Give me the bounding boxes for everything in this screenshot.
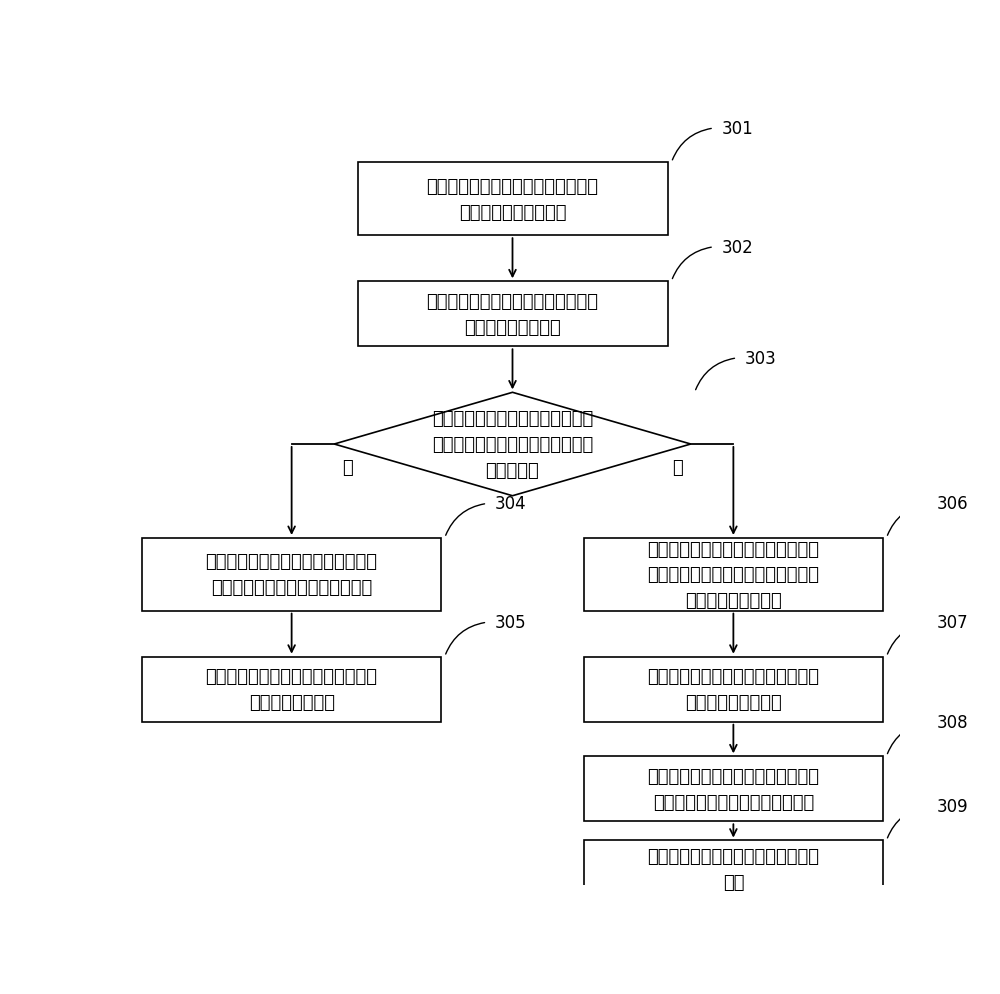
Text: 将当前专家跟踪器输出的跟踪位置确
定为目标对象在当前帧的最佳位置: 将当前专家跟踪器输出的跟踪位置确 定为目标对象在当前帧的最佳位置 [206,553,378,596]
Bar [142,539,441,611]
Text: 使用最佳专家跟踪器替换当前专家跟
踪器: 使用最佳专家跟踪器替换当前专家跟 踪器 [647,848,819,892]
Polygon shape [334,393,691,496]
Text: 301: 301 [722,120,754,138]
Text: 307: 307 [937,613,968,631]
Text: 303: 303 [745,350,777,368]
FancyArrowPatch shape [887,623,926,654]
Bar [584,756,883,821]
Text: 302: 302 [722,239,754,256]
Text: 305: 305 [495,613,527,631]
Bar [584,841,883,898]
FancyArrowPatch shape [446,504,485,536]
Text: 计算当前跟踪器和至少一个历史专家
跟踪器的跟踪得分: 计算当前跟踪器和至少一个历史专家 跟踪器的跟踪得分 [206,668,378,712]
Text: 判断当前专家跟踪器以及至少一个
历史专家跟踪器分别输出的跟踪位
置是否一致: 判断当前专家跟踪器以及至少一个 历史专家跟踪器分别输出的跟踪位 置是否一致 [432,410,593,479]
FancyArrowPatch shape [887,807,926,838]
Text: 306: 306 [937,495,968,513]
Bar [584,657,883,722]
Text: 计算当前专家跟踪器和至少一个历史
专家跟踪器在包括当前帧的预设时间
段内的累计跟踪得分: 计算当前专家跟踪器和至少一个历史 专家跟踪器在包括当前帧的预设时间 段内的累计跟… [647,540,819,609]
FancyArrowPatch shape [672,248,711,279]
Text: 是: 是 [342,458,353,476]
Text: 将累计跟踪得分最高的专家跟踪器确
定为最佳专家跟踪器: 将累计跟踪得分最高的专家跟踪器确 定为最佳专家跟踪器 [647,668,819,712]
Bar [142,657,441,722]
Bar [358,163,668,236]
Text: 将响应图的最大值对应的位置确定为
目标对象的跟踪位置: 将响应图的最大值对应的位置确定为 目标对象的跟踪位置 [426,292,598,336]
Text: 获取当前专家跟踪器以及至少一个历
史专家跟踪器的响应图: 获取当前专家跟踪器以及至少一个历 史专家跟踪器的响应图 [426,178,598,222]
Text: 309: 309 [937,797,968,815]
FancyArrowPatch shape [887,723,926,753]
Text: 否: 否 [672,458,683,476]
Text: 308: 308 [937,713,968,731]
FancyArrowPatch shape [696,359,735,391]
FancyArrowPatch shape [672,129,711,161]
Bar [358,282,668,347]
Bar [584,539,883,611]
FancyArrowPatch shape [887,504,926,536]
Text: 304: 304 [495,495,527,513]
Text: 将最佳专家跟踪器输出的跟踪位置确
定为目标对象在当前帧的最佳位置: 将最佳专家跟踪器输出的跟踪位置确 定为目标对象在当前帧的最佳位置 [647,767,819,811]
FancyArrowPatch shape [446,623,485,654]
